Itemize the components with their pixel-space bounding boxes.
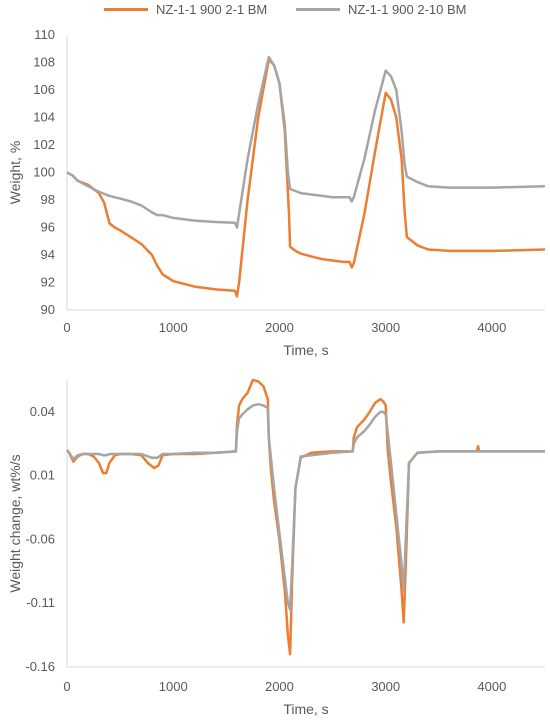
x-tick-label: 2000 bbox=[265, 679, 294, 694]
y-tick-label: 100 bbox=[33, 165, 55, 180]
legend-item-series-2: NZ-1-1 900 2-10 BM bbox=[296, 2, 467, 17]
y-tick-label: 94 bbox=[41, 247, 55, 262]
y-tick-label: 0.04 bbox=[30, 404, 55, 419]
y-tick-label: 98 bbox=[41, 192, 55, 207]
y-tick-label: 0.01 bbox=[30, 468, 55, 483]
y-tick-label: 104 bbox=[33, 110, 55, 125]
x-tick-label: 1000 bbox=[159, 679, 188, 694]
x-tick-label: 1000 bbox=[159, 320, 188, 335]
legend-label-series-2: NZ-1-1 900 2-10 BM bbox=[348, 2, 467, 17]
y-tick-label: -0.06 bbox=[25, 531, 55, 546]
y-tick-label: -0.11 bbox=[26, 595, 55, 610]
y-axis-title: Weight change, wt%/s bbox=[7, 454, 23, 592]
weight-chart: 0 1000 2000 3000 4000 90 92 94 96 98 100 102 104 106 1… bbox=[7, 27, 546, 358]
series-line-2 bbox=[66, 55, 546, 229]
x-tick-label: 0 bbox=[63, 320, 70, 335]
legend-item-series-1: NZ-1-1 900 2-1 BM bbox=[104, 2, 267, 17]
y-tick-label: 102 bbox=[33, 137, 55, 152]
x-tick-label: 3000 bbox=[371, 320, 400, 335]
y-tick-label: -0.16 bbox=[25, 659, 55, 674]
y-axis-title: Weight, % bbox=[7, 141, 23, 205]
weight-change-chart: 0 1000 2000 3000 4000 -0.16 -0.11 -0.06 0.01 0.04… bbox=[7, 378, 545, 717]
x-axis-title: Time, s bbox=[283, 342, 328, 358]
x-tick-label: 4000 bbox=[477, 679, 506, 694]
legend: NZ-1-1 900 2-1 BM NZ-1-1 900 2-10 BM bbox=[0, 0, 550, 22]
y-tick-label: 92 bbox=[41, 275, 55, 290]
legend-swatch-series-1 bbox=[104, 8, 148, 11]
x-tick-label: 2000 bbox=[265, 320, 294, 335]
y-tick-label: 110 bbox=[34, 27, 55, 42]
series-line-1 bbox=[66, 378, 545, 656]
x-axis-title: Time, s bbox=[283, 701, 328, 717]
legend-swatch-series-2 bbox=[296, 8, 340, 11]
series-line-1 bbox=[66, 58, 546, 298]
y-tick-label: 90 bbox=[41, 302, 55, 317]
y-tick-label: 106 bbox=[33, 82, 55, 97]
y-tick-label: 108 bbox=[33, 55, 55, 70]
x-tick-label: 4000 bbox=[477, 320, 506, 335]
x-tick-label: 3000 bbox=[371, 679, 400, 694]
y-tick-label: 96 bbox=[41, 220, 55, 235]
legend-label-series-1: NZ-1-1 900 2-1 BM bbox=[156, 2, 268, 17]
x-tick-label: 0 bbox=[63, 679, 70, 694]
series-line-2 bbox=[66, 402, 545, 611]
